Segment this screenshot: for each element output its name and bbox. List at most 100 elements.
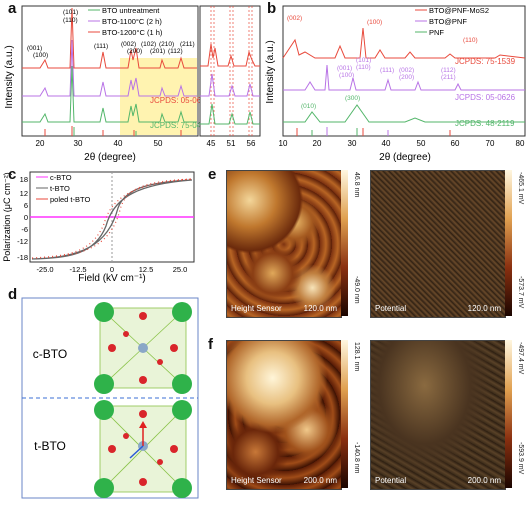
t-bto-structure (94, 400, 192, 498)
svg-text:70: 70 (486, 139, 495, 148)
legend-b: BTO@PNF-MoS2 BTO@PNF PNF (415, 6, 489, 37)
colorbar-e-right-min: -573.7 mV (517, 276, 524, 309)
svg-text:(211): (211) (441, 74, 456, 81)
jcpds-b-2: JCPDS: 05-0626 (455, 93, 516, 102)
xticks-inset: 45 51 56 (207, 139, 256, 148)
panel-label-b: b (267, 0, 277, 17)
jcpds-b-3: JCPDS: 48-2119 (455, 119, 515, 128)
afm-scale-e-left: 120.0 nm (303, 304, 337, 313)
xrd-plot-b: Intensity (a.u.) 2θ (degree) 10 20 30 40… (265, 5, 526, 163)
colorbar-f-left-min: -140.8 nm (353, 442, 360, 474)
curve-t-bto (31, 179, 193, 260)
colorbar-f-right-min: -593.9 mV (517, 442, 524, 475)
svg-text:51: 51 (227, 139, 236, 148)
curve-bto-untreated (22, 65, 197, 123)
curve-bto-1100 (22, 39, 197, 97)
jcpds-a-1: JCPDS: 05-0626 (150, 96, 211, 105)
curve-bto-1200 (22, 7, 197, 69)
reference-sticks (44, 126, 182, 136)
svg-text:25.0: 25.0 (173, 265, 188, 274)
panel-d: d c-BTO t-BTO (0, 286, 200, 504)
svg-text:30: 30 (74, 139, 83, 148)
svg-text:(001): (001) (337, 65, 352, 72)
curve-poled-t-bto (31, 178, 193, 259)
afm-height-f: Height Sensor 200.0 nm (226, 340, 342, 490)
afm-caption-f-left: Height Sensor (231, 476, 282, 485)
svg-text:-18: -18 (17, 253, 28, 262)
colorbar-f-left (341, 340, 348, 488)
svg-text:0: 0 (110, 265, 114, 274)
svg-text:(002): (002) (121, 41, 136, 48)
svg-text:BTO untreatment: BTO untreatment (102, 6, 160, 15)
svg-text:(111): (111) (380, 67, 394, 74)
svg-text:(002): (002) (287, 15, 302, 22)
svg-text:50: 50 (417, 139, 426, 148)
svg-text:(112): (112) (441, 67, 456, 74)
colorbar-e-left-min: -49.0 nm (353, 276, 360, 304)
svg-text:(110): (110) (463, 37, 478, 44)
svg-text:80: 80 (516, 139, 525, 148)
legend-a: BTO untreatment BTO-1100°C (2 h) BTO-120… (88, 6, 163, 37)
panel-b: b Intensity (a.u.) 2θ (degree) 10 20 30 … (265, 0, 529, 165)
colorbar-f-right-max: -497.4 mV (517, 342, 524, 375)
yticks-c: 18 12 6 0 -6 -12 -18 (17, 175, 28, 262)
xticks-c: -25.0 -12.5 0 12.5 25.0 (36, 265, 187, 274)
svg-text:(110): (110) (63, 17, 78, 24)
peak-labels-b-green: (010) (300) (301, 95, 360, 110)
svg-text:(101): (101) (356, 57, 371, 64)
svg-text:(300): (300) (345, 95, 360, 102)
svg-text:(001): (001) (27, 45, 42, 52)
svg-text:PNF: PNF (429, 28, 444, 37)
xticks-a: 20 30 40 50 (36, 139, 163, 148)
ylabel-b: Intensity (a.u.) (265, 40, 276, 103)
svg-text:12: 12 (20, 189, 28, 198)
c-bto-structure (94, 302, 192, 394)
colorbar-e-left (341, 170, 348, 316)
svg-text:30: 30 (348, 139, 357, 148)
panel-f: f Height Sensor 200.0 nm 128.1 nm -140.8… (200, 336, 529, 504)
svg-text:(211): (211) (180, 41, 195, 48)
afm-scale-e-right: 120.0 nm (467, 304, 501, 313)
afm-height-e: Height Sensor 120.0 nm (226, 170, 342, 318)
svg-text:20: 20 (36, 139, 45, 148)
svg-text:(100): (100) (33, 52, 48, 59)
svg-text:(201): (201) (150, 48, 165, 55)
svg-text:18: 18 (20, 175, 28, 184)
svg-text:-12.5: -12.5 (69, 265, 86, 274)
svg-text:BTO-1200°C (1 h): BTO-1200°C (1 h) (102, 28, 163, 37)
svg-text:t-BTO: t-BTO (50, 184, 70, 193)
label-c-bto: c-BTO (33, 347, 67, 361)
svg-text:(110): (110) (356, 64, 371, 71)
svg-text:(002): (002) (399, 67, 414, 74)
label-t-bto: t-BTO (34, 439, 66, 453)
panel-label-e: e (208, 166, 217, 183)
ylabel-a: Intensity (a.u.) (4, 45, 15, 108)
xticks-b: 10 20 30 40 50 60 70 80 (279, 139, 525, 148)
panel-a: a Intensity (a.u.) 2θ (degree) 20 30 40 … (0, 0, 265, 165)
svg-text:BTO-1100°C (2 h): BTO-1100°C (2 h) (102, 17, 162, 26)
svg-text:(100): (100) (367, 19, 382, 26)
panel-label-f: f (208, 336, 213, 353)
jcpds-a-2: JCPDS: 75-0461 (150, 121, 211, 130)
afm-potential-f: Potential 200.0 nm (370, 340, 506, 490)
xlabel-c: Field (kV cm⁻¹) (78, 273, 146, 284)
panel-label-c: c (8, 166, 17, 183)
panel-label-d: d (8, 286, 18, 303)
jcpds-b-1: JCPDS: 75-1539 (455, 57, 516, 66)
panel-c: c Polarization (μC cm⁻²) Field (kV cm⁻¹)… (0, 166, 200, 284)
svg-text:(112): (112) (168, 48, 183, 55)
colorbar-f-right (505, 340, 512, 488)
xlabel-b: 2θ (degree) (379, 152, 431, 163)
svg-text:10: 10 (279, 139, 288, 148)
svg-text:-6: -6 (21, 225, 28, 234)
peak-labels-a: (001) (100) (101) (110) (111) (002) (200… (27, 9, 195, 59)
afm-potential-e: Potential 120.0 nm (370, 170, 506, 318)
svg-text:45: 45 (207, 139, 216, 148)
panel-label-a: a (8, 0, 17, 17)
svg-text:(102): (102) (141, 41, 156, 48)
svg-text:c-BTO: c-BTO (50, 173, 72, 182)
xrd-plot-a: Intensity (a.u.) 2θ (degree) 20 30 40 50… (4, 5, 261, 163)
svg-text:(200): (200) (127, 48, 142, 55)
colorbar-e-right-max: -465.1 mV (517, 172, 524, 205)
svg-text:12.5: 12.5 (139, 265, 154, 274)
